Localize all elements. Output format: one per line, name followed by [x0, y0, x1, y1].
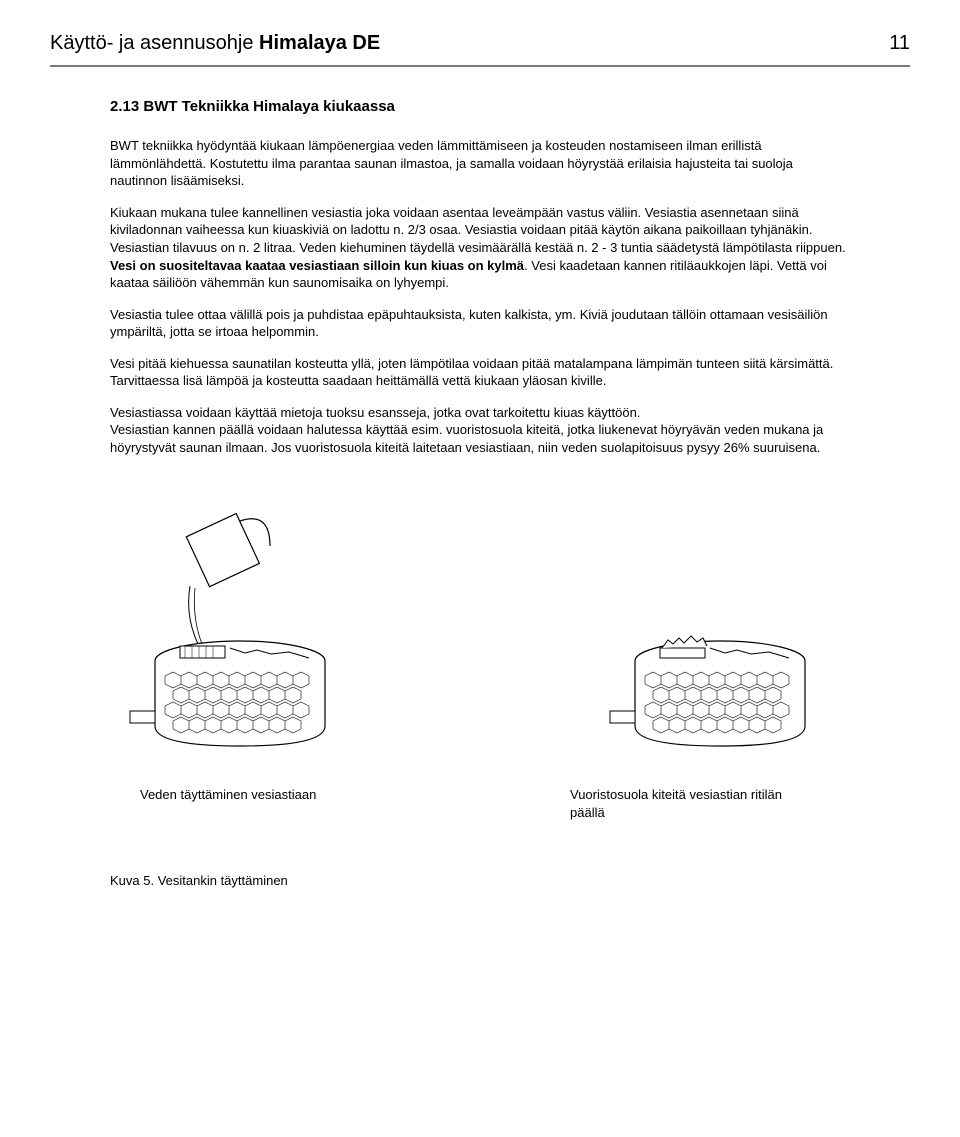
p2a: Kiukaan mukana tulee kannellinen vesiast… — [110, 205, 812, 238]
title-bold: Himalaya DE — [259, 32, 380, 54]
page-number: 11 — [889, 30, 910, 57]
paragraph-1: BWT tekniikka hyödyntää kiukaan lämpöene… — [110, 137, 850, 190]
p5: Vesiastiassa voidaan käyttää mietoja tuo… — [110, 405, 640, 420]
device-illustration-right — [600, 496, 840, 756]
header-rule — [50, 65, 910, 67]
caption-right: Vuoristosuola kiteitä vesiastian ritilän… — [570, 786, 820, 821]
device-illustration-left — [120, 496, 360, 756]
header-row: Käyttö- ja asennusohje Himalaya DE 11 — [50, 30, 910, 57]
doc-title: Käyttö- ja asennusohje Himalaya DE — [50, 30, 380, 57]
page: Käyttö- ja asennusohje Himalaya DE 11 2.… — [0, 0, 960, 919]
paragraph-3: Vesiastia tulee ottaa välillä pois ja pu… — [110, 306, 850, 341]
figure-right — [600, 496, 840, 756]
paragraph-4: Vesi pitää kiehuessa saunatilan kosteutt… — [110, 355, 850, 390]
p6: Vesiastian kannen päällä voidaan halutes… — [110, 422, 823, 455]
caption-left: Veden täyttäminen vesiastiaan — [140, 786, 316, 821]
heater-salt-icon — [600, 496, 840, 756]
title-prefix: Käyttö- ja asennusohje — [50, 32, 259, 54]
heater-pouring-icon — [120, 496, 360, 756]
captions-row: Veden täyttäminen vesiastiaan Vuoristosu… — [110, 786, 850, 821]
content: 2.13 BWT Tekniikka Himalaya kiukaassa BW… — [50, 97, 910, 889]
p2c-bold: Vesi on suositeltavaa kaataa vesiastiaan… — [110, 258, 524, 273]
section-heading: 2.13 BWT Tekniikka Himalaya kiukaassa — [110, 97, 850, 117]
figure-label: Kuva 5. Vesitankin täyttäminen — [110, 872, 850, 890]
paragraph-2: Kiukaan mukana tulee kannellinen vesiast… — [110, 204, 850, 292]
paragraph-5-6: Vesiastiassa voidaan käyttää mietoja tuo… — [110, 404, 850, 457]
figure-left — [120, 496, 360, 756]
p2b: Vesiastian tilavuus on n. 2 litraa. Vede… — [110, 240, 846, 255]
figures-row — [110, 496, 850, 756]
